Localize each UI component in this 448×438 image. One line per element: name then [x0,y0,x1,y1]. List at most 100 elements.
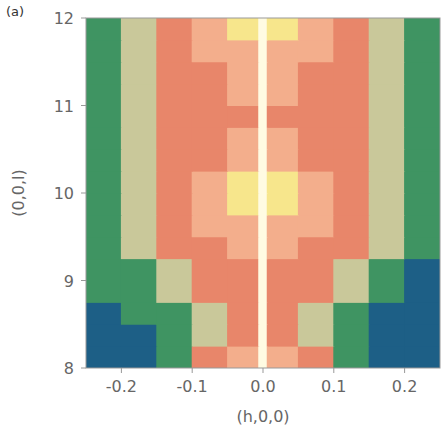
cell [298,127,334,150]
cell [333,39,369,62]
cell [404,302,440,325]
cell [121,105,157,128]
cell [86,105,122,128]
cell [258,61,267,84]
cell [258,324,267,347]
cell [121,193,157,216]
cell [369,171,405,194]
cell [86,127,122,150]
cell [404,346,440,368]
cell [192,236,228,259]
cell [156,105,192,128]
cell [121,171,157,194]
cell [298,214,334,237]
cell [86,39,122,62]
cell [227,39,259,62]
cell [258,280,267,303]
cell [227,346,259,368]
cell [86,149,122,172]
cell [267,83,299,106]
cell [369,302,405,325]
cell [369,258,405,281]
cell [86,61,122,84]
cell [86,214,122,237]
cell [333,18,369,40]
cell [369,39,405,62]
cell [121,236,157,259]
cell [192,39,228,62]
cell [267,61,299,84]
cell [267,171,299,194]
cell [369,105,405,128]
cell [192,171,228,194]
cell [333,149,369,172]
cell [369,346,405,368]
panel-label: (a) [6,4,24,19]
cell [404,324,440,347]
cell [333,346,369,368]
cell [156,61,192,84]
x-tick [333,368,334,373]
cell [156,83,192,106]
cell [227,127,259,150]
cell [156,280,192,303]
cell [227,280,259,303]
cell [227,83,259,106]
cell [298,105,334,128]
cell [404,149,440,172]
cell [298,18,334,40]
cell [369,236,405,259]
y-tick-label: 9 [64,272,74,291]
x-tick-label: 0.0 [250,377,275,396]
cell [298,193,334,216]
cell [267,324,299,347]
cell [369,324,405,347]
cell [369,127,405,150]
cell [192,149,228,172]
cell [267,105,299,128]
cell [298,346,334,368]
cell [267,18,299,40]
plot-frame [86,18,440,368]
cell [298,324,334,347]
cell [86,280,122,303]
x-tick-label: -0.1 [177,377,208,396]
cell [267,280,299,303]
cell [121,214,157,237]
x-tick-label: 0.1 [321,377,346,396]
cell [86,18,122,40]
cell [192,346,228,368]
cell [369,280,405,303]
cell [333,171,369,194]
cell [404,127,440,150]
y-tick [81,368,86,369]
cell [156,302,192,325]
cell [121,61,157,84]
cell [192,280,228,303]
cell [404,214,440,237]
cell [227,171,259,194]
chart: -0.2-0.10.00.10.289101112(h,0,0)(0,0,l)(… [0,0,448,438]
cell [258,193,267,216]
cell [298,83,334,106]
cell [404,171,440,194]
y-tick [81,193,86,194]
cell [258,83,267,106]
cell [227,61,259,84]
cell [369,61,405,84]
x-tick [404,368,405,373]
cell [86,236,122,259]
cell [86,171,122,194]
cell [298,236,334,259]
cell [121,302,157,325]
cell [121,39,157,62]
cell [192,83,228,106]
cell [369,214,405,237]
cell [258,39,267,62]
cell [267,302,299,325]
cell [258,236,267,259]
cell [121,83,157,106]
cell [156,18,192,40]
cell [121,127,157,150]
cell [227,193,259,216]
